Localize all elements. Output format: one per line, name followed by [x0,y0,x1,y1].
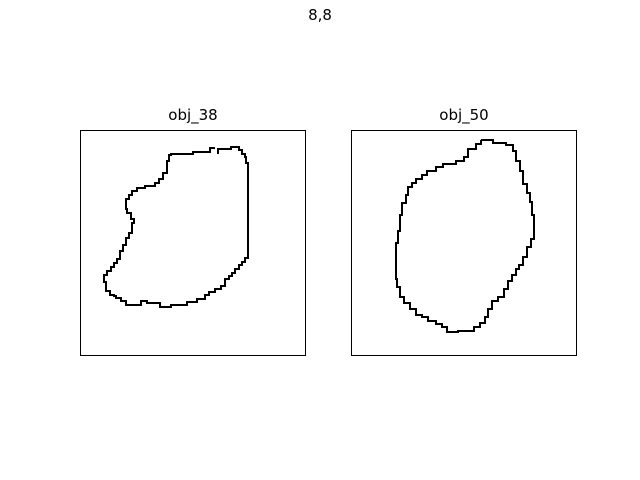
panel-obj-38 [80,130,306,356]
panel-title-obj-38: obj_38 [168,106,218,124]
contour-plot-obj-38 [103,146,249,308]
panel-title-obj-50: obj_50 [439,106,489,124]
contour-plot-obj-50 [395,139,535,333]
panel-obj-50 [351,130,577,356]
object-contour-obj-50 [395,139,535,333]
object-contour-obj-38 [103,146,249,308]
figure-title: 8,8 [308,6,332,24]
